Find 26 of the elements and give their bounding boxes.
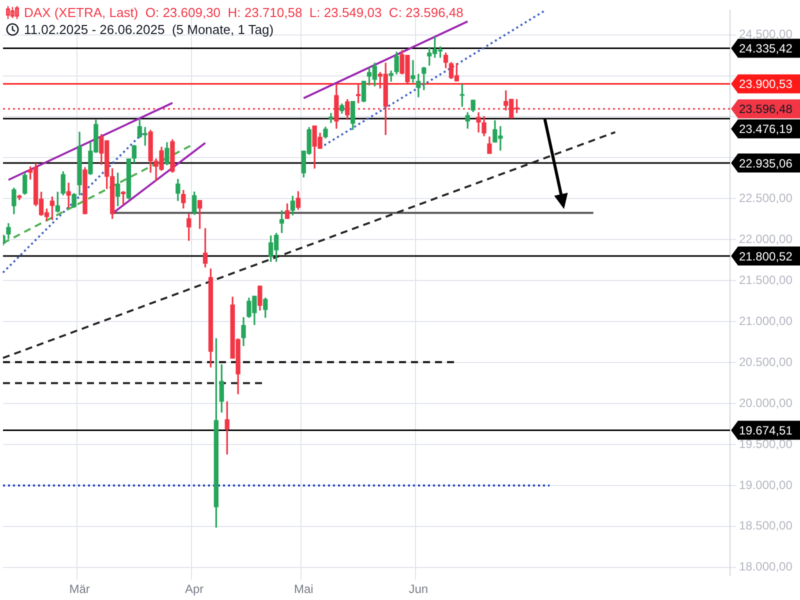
y-tick-label: 21.500,00 [739, 272, 793, 287]
ref-line-label: 24.335,42 [739, 42, 793, 56]
candlestick [328, 112, 334, 124]
y-tick-label: 18.000,00 [739, 560, 793, 574]
chart-title: DAX (XETRA, Last) O: 23.609,30 H: 23.710,58 L: 23.549,03 C: 23.596,48 [24, 5, 464, 20]
y-tick-label: 20.000,00 [739, 396, 793, 410]
ref-line-label: 23.596,48 [739, 102, 793, 116]
x-tick-label: Mai [294, 582, 314, 596]
x-tick-label: Mär [69, 582, 90, 596]
x-tick-label: Jun [408, 582, 428, 596]
text: 11.02.2025 - 26.06.2025 (5 Monate, 1 Tag) [24, 22, 274, 37]
ref-line-label: 21.800,52 [739, 249, 793, 264]
ref-line-label: 22.935,06 [739, 156, 793, 170]
y-tick-label: 19.000,00 [739, 478, 793, 492]
ref-line-label: 19.674,51 [739, 424, 793, 438]
y-tick-label: 18.500,00 [739, 518, 793, 533]
candlestick [410, 60, 416, 83]
ref-line-label: 23.476,19 [739, 122, 793, 136]
y-tick-label: 22.000,00 [739, 232, 793, 246]
y-tick-label: 20.500,00 [739, 354, 793, 369]
x-tick-label: Apr [184, 582, 204, 596]
y-tick-label: 24.500,00 [739, 27, 793, 42]
y-tick-label: 22.500,00 [739, 190, 793, 205]
y-tick-label: 21.000,00 [739, 314, 793, 328]
y-tick-label: 19.500,00 [739, 436, 793, 451]
ref-line-label: 23.900,53 [739, 77, 793, 92]
